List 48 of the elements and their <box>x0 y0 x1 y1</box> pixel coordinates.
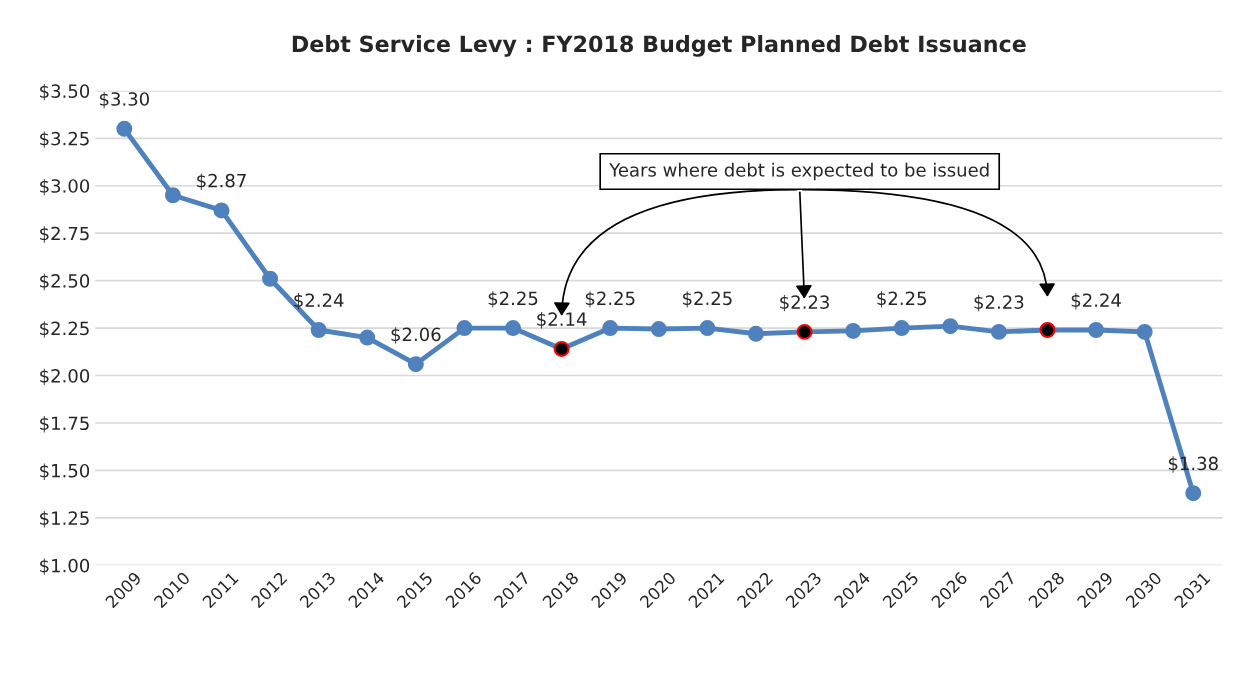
point <box>650 321 667 338</box>
point <box>262 270 279 287</box>
data-label: $2.25 <box>683 291 732 308</box>
point <box>1136 323 1153 340</box>
point <box>359 329 376 346</box>
data-label: $2.23 <box>780 294 829 312</box>
point <box>407 356 424 373</box>
point <box>116 120 133 137</box>
point <box>310 322 327 338</box>
data-label: $2.24 <box>1071 293 1121 310</box>
y-tick-label: $1.75 <box>40 416 89 433</box>
data-label: $2.25 <box>877 291 926 308</box>
y-tick-label: $2.50 <box>40 273 90 291</box>
point <box>456 320 473 337</box>
y-tick-label: $3.00 <box>40 178 90 196</box>
data-label: $2.06 <box>391 327 441 344</box>
point <box>893 320 910 337</box>
data-label: $2.23 <box>974 294 1024 312</box>
y-tick-label: $3.50 <box>40 84 90 101</box>
point <box>505 320 522 337</box>
point <box>990 323 1007 340</box>
y-tick-label: $1.25 <box>40 511 89 528</box>
point <box>1039 322 1056 338</box>
data-label: $2.25 <box>488 291 538 308</box>
point <box>845 322 862 339</box>
data-label: $2.14 <box>537 312 587 329</box>
point <box>796 323 813 340</box>
y-tick-label: $1.00 <box>40 558 90 575</box>
annotation: Years where debt is expected to be issued <box>609 162 989 181</box>
point <box>699 320 716 337</box>
point <box>164 187 181 204</box>
point <box>1088 322 1105 338</box>
data-label: $2.87 <box>197 173 246 190</box>
point <box>213 202 230 219</box>
y-tick-label: $1.50 <box>40 463 90 480</box>
point <box>553 340 570 357</box>
data-label: $3.30 <box>99 91 149 109</box>
point <box>602 320 619 337</box>
y-tick-label: $2.75 <box>40 226 89 243</box>
chart-title: Debt Service Levy : FY2018 Budget Planned Debt Issuance <box>292 35 1026 57</box>
data-label: $2.25 <box>585 291 635 308</box>
point <box>942 318 959 335</box>
y-tick-label: $2.25 <box>40 321 89 338</box>
y-tick-label: $3.25 <box>40 131 89 148</box>
data-label: $2.24 <box>294 293 344 310</box>
y-tick-label: $2.00 <box>40 368 90 386</box>
point <box>747 325 764 342</box>
point <box>1185 485 1202 502</box>
